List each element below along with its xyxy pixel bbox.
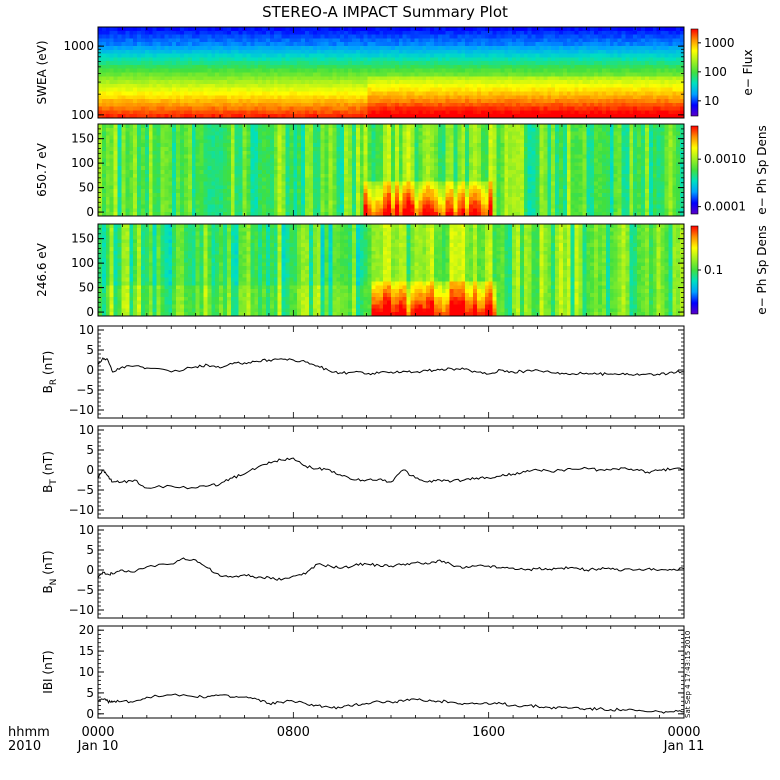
y-tick-label: −5 (76, 383, 94, 397)
y-tick-label: 5 (86, 686, 94, 700)
y-tick-label: −10 (69, 603, 94, 617)
y-tick-label: 150 (71, 132, 94, 146)
y-tick-label: 10 (79, 665, 94, 679)
heatmap-cells (98, 27, 685, 119)
colorbar-tick-label: 1000 (704, 36, 735, 50)
colorbar (690, 28, 699, 117)
colorbar-label: e− Flux (741, 49, 755, 95)
colorbar-tick-label: 10 (704, 94, 719, 108)
y-tick-label: −10 (69, 403, 94, 417)
y-axis-label: 650.7 eV (35, 142, 49, 197)
y-tick-label: −5 (76, 483, 94, 497)
y-tick-label: 20 (79, 623, 94, 637)
y-tick-label: 5 (86, 543, 94, 557)
generation-timestamp: Sat Sep 4 17:43:15 2010 (684, 631, 692, 718)
y-tick-label: 0 (86, 707, 94, 721)
series-line (97, 457, 685, 490)
panel-1: 0.0001 0.0010 e− Ph Sp Dens 0 50 100 150 650.7 … (35, 123, 769, 219)
y-tick-label: 0 (86, 205, 94, 219)
colorbar-tick-label: 0.0010 (704, 152, 746, 166)
series-line (97, 557, 685, 581)
y-tick-label: 100 (71, 108, 94, 122)
series-line (97, 693, 685, 714)
panel-5: −10 −5 0 5 10 BN (nT) (41, 523, 685, 619)
y-tick-label: 10 (79, 323, 94, 337)
time-axis-corner-label: 2010 (8, 739, 41, 754)
heatmap-cells (98, 224, 685, 317)
y-tick-label: 0 (86, 463, 94, 477)
y-tick-label: 0 (86, 305, 94, 319)
y-axis-label: SWEA (eV) (35, 40, 49, 104)
y-tick-label: 15 (79, 644, 94, 658)
colorbar-tick-label: 100 (704, 65, 727, 79)
y-tick-label: 10 (79, 523, 94, 537)
series-line (97, 357, 685, 377)
y-tick-label: 5 (86, 443, 94, 457)
plot-title: STEREO-A IMPACT Summary Plot (262, 3, 508, 21)
y-tick-label: −10 (69, 503, 94, 517)
colorbar-tick-label: 0.0001 (704, 200, 746, 214)
y-tick-label: 100 (71, 156, 94, 170)
y-tick-label: 150 (71, 232, 94, 246)
time-tick-date: Jan 11 (663, 739, 705, 754)
colorbar-tick-label: 0.1 (704, 263, 723, 277)
time-tick-label: 1600 (472, 725, 505, 740)
panel-3: −10 −5 0 5 10 BR (nT) (41, 323, 685, 419)
y-axis-label: BT (nT) (41, 451, 59, 493)
time-tick-label: 0000 (81, 725, 114, 740)
y-tick-label: 1000 (63, 39, 94, 53)
panel-frame (97, 525, 685, 619)
y-axis-label: BR (nT) (41, 351, 59, 394)
y-tick-label: 10 (79, 423, 94, 437)
panel-frame (97, 625, 685, 719)
y-axis-label: BN (nT) (41, 550, 59, 593)
y-tick-label: 0 (86, 563, 94, 577)
time-tick-date: Jan 10 (77, 739, 119, 754)
y-tick-label: 5 (86, 343, 94, 357)
panel-frame (97, 425, 685, 519)
time-tick-label: 0800 (277, 725, 310, 740)
time-tick-label: 0000 (667, 725, 700, 740)
y-axis-label: IBI (nT) (41, 650, 55, 693)
y-axis-label: 246.6 eV (35, 242, 49, 297)
y-tick-label: 0 (86, 363, 94, 377)
y-tick-label: 50 (79, 181, 94, 195)
time-axis-corner-label: hhmm (8, 725, 50, 740)
y-tick-label: −5 (76, 583, 94, 597)
heatmap-cells (98, 124, 685, 217)
panel-4: −10 −5 0 5 10 BT (nT) (41, 423, 685, 519)
colorbar (690, 225, 699, 315)
panel-6: 0 5 10 15 20 IBI (nT) (41, 623, 685, 721)
panel-0: 10 100 1000 e− Flux 100 1000 SWEA (eV) (35, 26, 755, 122)
colorbar-label: e− Ph Sp Dens (755, 225, 769, 314)
colorbar-label: e− Ph Sp Dens (755, 125, 769, 214)
y-tick-label: 100 (71, 256, 94, 270)
panel-2: 0.1 e− Ph Sp Dens 0 50 100 150 246.6 eV (35, 223, 769, 319)
colorbar (690, 125, 699, 215)
y-tick-label: 50 (79, 281, 94, 295)
